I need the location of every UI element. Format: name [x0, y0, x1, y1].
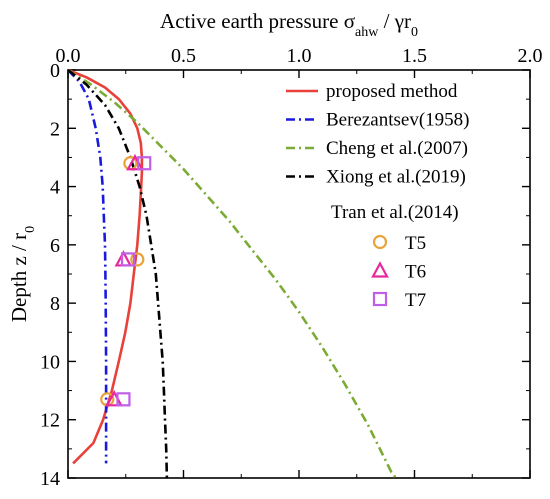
series-layer — [67, 68, 398, 479]
x-tick-label: 1.5 — [402, 45, 427, 67]
series-line — [67, 69, 108, 464]
legend-label: T7 — [405, 290, 426, 311]
legend-marker — [372, 291, 388, 307]
series-line — [67, 68, 398, 479]
x-tick-label: 2.0 — [518, 45, 543, 67]
legend-marker — [371, 261, 389, 278]
legend-label: Berezantsev(1958) — [326, 110, 470, 131]
legend-group-title: Tran et al.(2014) — [331, 202, 459, 223]
y-tick-label: 4 — [50, 177, 60, 199]
scatter-point — [137, 156, 152, 171]
scatter-point — [130, 252, 145, 267]
legend-marker — [372, 234, 388, 250]
x-axis-title: Active earth pressure σahw / γr0 — [160, 9, 418, 40]
legend-label: Cheng et al.(2007) — [326, 138, 468, 159]
y-tick-label: 0 — [50, 60, 60, 82]
legend-label: proposed method — [326, 81, 458, 102]
plot-area: 0.0 0.5 1.0 1.5 2.0 0 2 4 6 8 10 12 14 — [40, 45, 543, 490]
legend-label: Xiong et al.(2019) — [326, 167, 466, 188]
y-tick-label: 10 — [40, 351, 60, 373]
scatter-layer — [100, 153, 152, 407]
y-tick-label: 2 — [50, 118, 60, 140]
legend: proposed method Berezantsev(1958) Cheng et… — [286, 81, 470, 311]
series-line — [67, 68, 144, 465]
y-axis-title: Depth z / r0 — [7, 226, 38, 322]
scatter-point — [120, 252, 136, 267]
x-tick-label: 0.5 — [171, 45, 196, 67]
legend-label: T5 — [405, 233, 426, 254]
x-tick-label: 1.0 — [287, 45, 312, 67]
legend-label: T6 — [405, 262, 426, 283]
x-tick-label: 0.0 — [56, 45, 81, 67]
y-tick-label: 12 — [40, 410, 60, 432]
y-tick-label: 6 — [50, 235, 60, 257]
series-line — [67, 68, 169, 479]
y-tick-label: 8 — [50, 293, 60, 315]
scatter-point — [116, 392, 131, 407]
y-tick-label: 14 — [40, 468, 60, 490]
